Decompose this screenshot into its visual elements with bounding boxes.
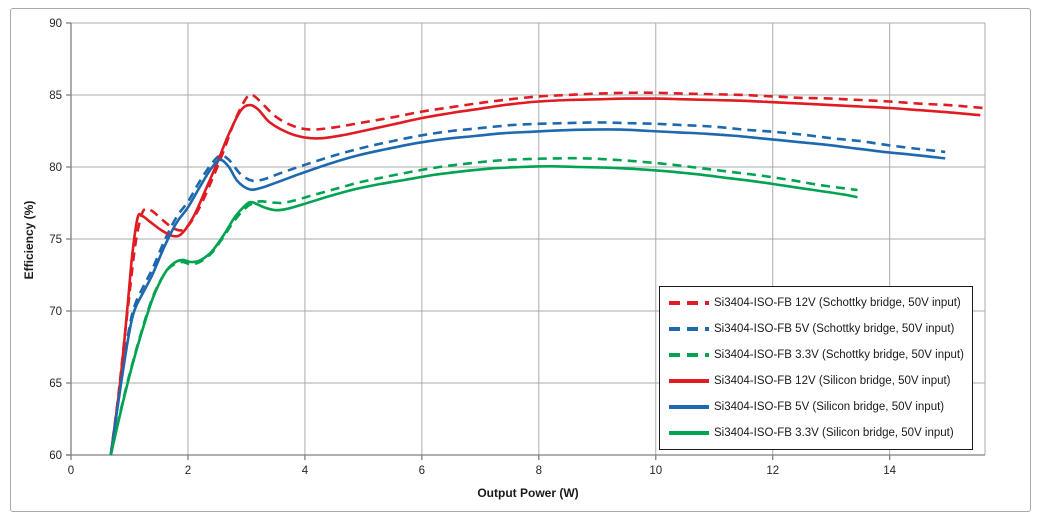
x-axis-title: Output Power (W) bbox=[477, 486, 579, 500]
legend-item: Si3404-ISO-FB 12V (Schottky bridge, 50V … bbox=[664, 291, 968, 316]
x-tick-label: 6 bbox=[419, 465, 425, 477]
legend-line-sample-solid bbox=[669, 405, 709, 409]
legend-line-sample-solid bbox=[669, 379, 709, 383]
x-tick-label: 4 bbox=[302, 465, 309, 477]
y-tick-label: 60 bbox=[49, 450, 62, 462]
series-line bbox=[109, 121, 946, 456]
legend-label: Si3404-ISO-FB 12V (Schottky bridge, 50V … bbox=[714, 297, 961, 309]
legend-line-sample-dashed bbox=[669, 353, 709, 357]
y-tick-label: 80 bbox=[49, 162, 62, 174]
legend-item: Si3404-ISO-FB 3.3V (Silicon bridge, 50V … bbox=[664, 421, 968, 446]
legend-item: Si3404-ISO-FB 3.3V (Schottky bridge, 50V… bbox=[664, 343, 968, 368]
series-line bbox=[109, 165, 858, 456]
legend-label: Si3404-ISO-FB 5V (Schottky bridge, 50V i… bbox=[714, 323, 955, 335]
legend-line-sample-solid bbox=[669, 431, 709, 435]
y-tick-label: 90 bbox=[49, 18, 62, 30]
legend-label: Si3404-ISO-FB 5V (Silicon bridge, 50V in… bbox=[714, 401, 945, 413]
x-tick-label: 8 bbox=[536, 465, 542, 477]
legend-item: Si3404-ISO-FB 5V (Schottky bridge, 50V i… bbox=[664, 317, 968, 342]
y-tick-label: 70 bbox=[49, 306, 62, 318]
legend-line-sample-dashed bbox=[669, 301, 709, 305]
legend-label: Si3404-ISO-FB 12V (Silicon bridge, 50V i… bbox=[714, 375, 951, 387]
chart-legend: Si3404-ISO-FB 12V (Schottky bridge, 50V … bbox=[659, 286, 973, 450]
series-line bbox=[109, 91, 984, 456]
legend-item: Si3404-ISO-FB 12V (Silicon bridge, 50V i… bbox=[664, 369, 968, 394]
x-tick-label: 2 bbox=[185, 465, 191, 477]
legend-item: Si3404-ISO-FB 5V (Silicon bridge, 50V in… bbox=[664, 395, 968, 420]
x-tick-label: 10 bbox=[649, 465, 662, 477]
x-tick-label: 12 bbox=[766, 465, 779, 477]
x-tick-label: 14 bbox=[883, 465, 896, 477]
legend-label: Si3404-ISO-FB 3.3V (Schottky bridge, 50V… bbox=[714, 349, 964, 361]
series-line bbox=[109, 97, 981, 456]
legend-label: Si3404-ISO-FB 3.3V (Silicon bridge, 50V … bbox=[714, 427, 954, 439]
x-tick-label: 0 bbox=[68, 465, 74, 477]
y-axis-title: Efficiency (%) bbox=[22, 200, 36, 280]
legend-line-sample-dashed bbox=[669, 327, 709, 331]
y-tick-label: 75 bbox=[49, 234, 62, 246]
series-line bbox=[109, 128, 946, 456]
y-tick-label: 65 bbox=[49, 378, 62, 390]
y-tick-label: 85 bbox=[49, 90, 62, 102]
